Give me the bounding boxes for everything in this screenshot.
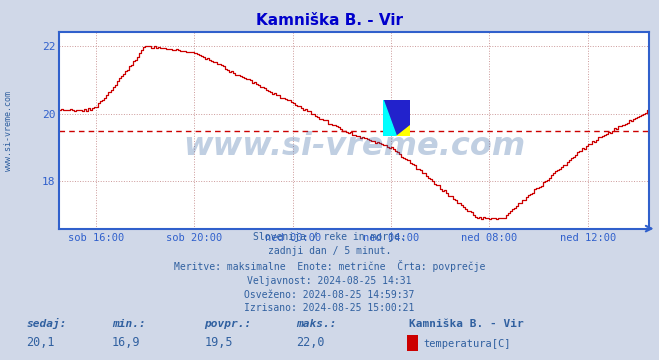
Text: 22,0: 22,0 [297,336,325,349]
Text: 20,1: 20,1 [26,336,55,349]
Text: Kamniška B. - Vir: Kamniška B. - Vir [409,319,523,329]
Text: povpr.:: povpr.: [204,319,252,329]
Text: Slovenija / reke in morje.
zadnji dan / 5 minut.
Meritve: maksimalne  Enote: met: Slovenija / reke in morje. zadnji dan / … [174,232,485,313]
Polygon shape [396,125,409,136]
Text: sedaj:: sedaj: [26,318,67,329]
Polygon shape [383,100,396,136]
Text: www.si-vreme.com: www.si-vreme.com [183,131,525,162]
Text: Kamniška B. - Vir: Kamniška B. - Vir [256,13,403,28]
Text: temperatura[C]: temperatura[C] [423,339,511,349]
Text: 19,5: 19,5 [204,336,233,349]
Text: maks.:: maks.: [297,319,337,329]
Text: 16,9: 16,9 [112,336,140,349]
Text: min.:: min.: [112,319,146,329]
Polygon shape [383,100,409,136]
Text: www.si-vreme.com: www.si-vreme.com [4,91,13,171]
